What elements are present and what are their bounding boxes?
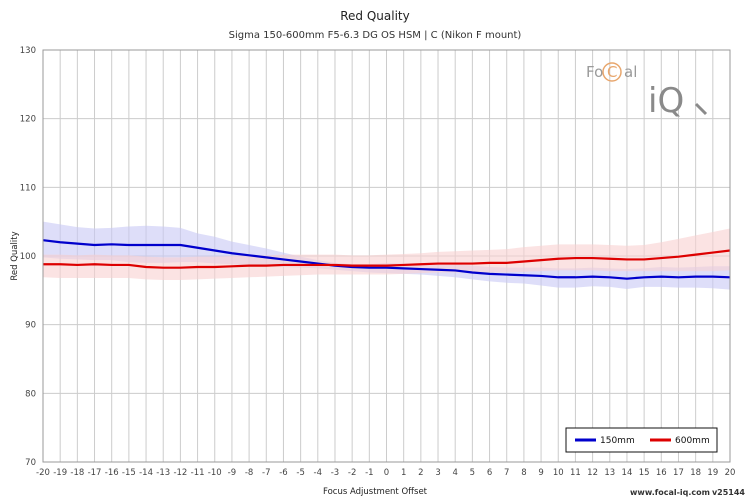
x-tick-label: 18 — [690, 468, 701, 478]
x-tick-label: -10 — [208, 468, 222, 478]
legend-label-150mm: 150mm — [600, 436, 635, 446]
x-tick-label: 20 — [725, 468, 736, 478]
logo-magnifier-handle — [694, 102, 708, 116]
y-tick-label: 100 — [20, 252, 36, 262]
x-tick-label: -15 — [122, 468, 136, 478]
x-tick-label: 8 — [521, 468, 526, 478]
x-tick-label: -1 — [365, 468, 373, 478]
x-tick-label: -4 — [314, 468, 322, 478]
x-tick-label: 14 — [622, 468, 633, 478]
series-lines — [42, 239, 731, 280]
x-tick-label: -8 — [245, 468, 253, 478]
y-tick-label: 110 — [20, 183, 36, 193]
x-tick-label: 16 — [656, 468, 667, 478]
x-tick-label: 1 — [401, 468, 406, 478]
confidence-band-150mm — [43, 221, 730, 290]
x-tick-label: -12 — [173, 468, 187, 478]
chart-subtitle: Sigma 150-600mm F5-6.3 DG OS HSM | C (Ni… — [229, 30, 522, 41]
footer-version: v25144 — [712, 488, 745, 497]
logo-text-iq: iQ — [648, 81, 684, 121]
y-tick-labels: 70 80 90 100 110 120 130 — [20, 46, 36, 468]
x-tick-label: 13 — [604, 468, 615, 478]
x-tick-label: 5 — [470, 468, 475, 478]
x-tick-label: 12 — [587, 468, 598, 478]
plot-area-frame — [42, 49, 731, 463]
x-tick-label: 15 — [639, 468, 650, 478]
focal-iq-logo: Fo C al iQ — [586, 62, 708, 121]
x-tick-label: -20 — [36, 468, 50, 478]
logo-text-al: al — [624, 63, 637, 81]
x-tick-label: 7 — [504, 468, 509, 478]
x-tick-label: -17 — [88, 468, 102, 478]
x-tick-label: -18 — [70, 468, 84, 478]
x-tick-label: 17 — [673, 468, 684, 478]
chart-title: Red Quality — [340, 9, 410, 23]
x-axis-label: Focus Adjustment Offset — [323, 487, 428, 497]
legend-label-600mm: 600mm — [675, 436, 710, 446]
x-tick-label: -3 — [331, 468, 339, 478]
x-tick-label: -6 — [279, 468, 287, 478]
x-tick-label: 3 — [435, 468, 440, 478]
y-tick-label: 120 — [20, 115, 36, 125]
logo-text-c: C — [607, 63, 617, 81]
y-tick-label: 130 — [20, 46, 36, 56]
y-tick-label: 70 — [25, 458, 36, 468]
y-tick-label: 80 — [25, 389, 36, 399]
logo-text-fo: Fo — [586, 63, 603, 81]
y-tick-label: 90 — [25, 321, 36, 331]
x-tick-label: 10 — [553, 468, 564, 478]
x-tick-label: -9 — [228, 468, 236, 478]
x-tick-label: -14 — [139, 468, 153, 478]
x-tick-label: -13 — [156, 468, 170, 478]
x-tick-label: 19 — [707, 468, 718, 478]
x-tick-label: -16 — [105, 468, 119, 478]
legend: 150mm 600mm — [565, 427, 718, 453]
footer-url: www.focal-iq.com — [630, 488, 710, 497]
x-tick-label: 0 — [384, 468, 389, 478]
x-tick-label: 2 — [418, 468, 423, 478]
x-tick-label: -2 — [348, 468, 356, 478]
logo-aperture-icon — [602, 62, 622, 82]
series-line-150mm — [42, 239, 731, 280]
x-tick-label: 4 — [452, 468, 457, 478]
x-tick-label: 9 — [538, 468, 543, 478]
x-tick-labels: -20 -19 -18 -17 -16 -15 -14 -13 -12 -11 -10 -9 -8 -7-… — [36, 468, 735, 478]
x-tick-label: 11 — [570, 468, 581, 478]
x-tick-label: -7 — [262, 468, 270, 478]
x-tick-label: -19 — [53, 468, 67, 478]
x-tick-label: -5 — [296, 468, 304, 478]
x-tick-label: 6 — [487, 468, 492, 478]
series-line-600mm — [43, 249, 731, 269]
x-tick-label: -11 — [191, 468, 205, 478]
y-axis-label: Red Quality — [10, 231, 20, 280]
